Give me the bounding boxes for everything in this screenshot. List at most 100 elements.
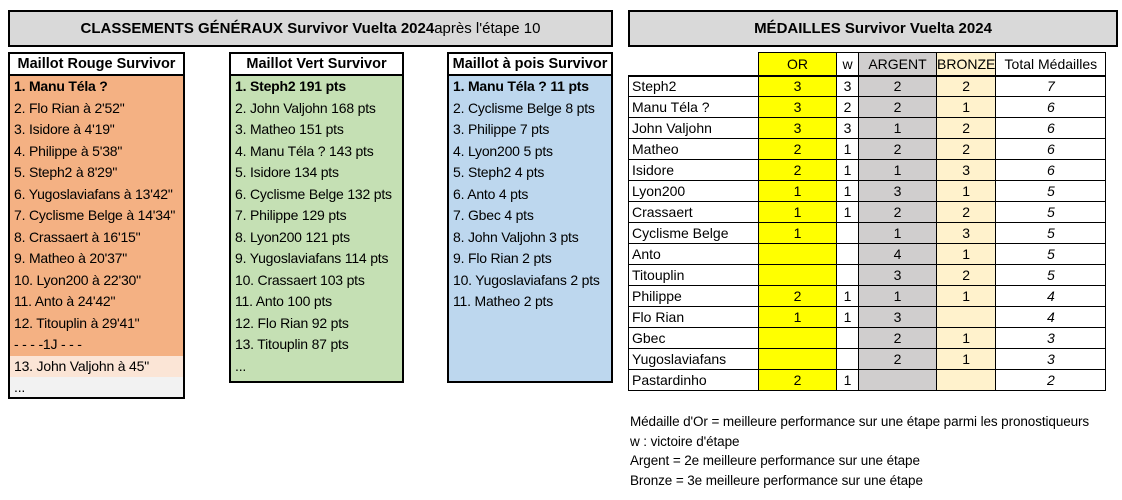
- maillot-vert-column: Maillot Vert Survivor 1. Steph2 191 pts 2…: [229, 52, 404, 383]
- medal-cell-name: Isidore: [628, 159, 759, 181]
- medal-cell-or: 1: [758, 306, 837, 328]
- medal-cell-or: 2: [758, 138, 837, 160]
- medal-cell-w: 1: [836, 306, 859, 328]
- ranking-row: 3. Matheo 151 pts: [235, 121, 344, 137]
- separator-row: - - - -1J - - -: [14, 336, 82, 352]
- medal-cell-name: Matheo: [628, 138, 759, 160]
- medal-cell-w: [836, 222, 859, 244]
- medal-cell-total: 5: [995, 243, 1107, 265]
- ranking-row: 1. Manu Téla ? 11 pts: [453, 78, 589, 94]
- maillot-pois-header: Maillot à pois Survivor: [447, 52, 613, 76]
- medal-cell-w: 1: [836, 180, 859, 202]
- ranking-row: 5. Steph2 à 8'29": [14, 164, 118, 180]
- medal-cell-argent: 2: [858, 348, 937, 370]
- maillot-vert-header: Maillot Vert Survivor: [229, 52, 404, 76]
- medal-cell-or: 1: [758, 180, 837, 202]
- ranking-row: 4. Lyon200 5 pts: [453, 142, 553, 159]
- medal-cell-total: 5: [995, 222, 1107, 244]
- medal-cell-argent: 2: [858, 138, 937, 160]
- ranking-row: 9. Flo Rian 2 pts: [453, 250, 552, 266]
- medal-cell-or: 3: [758, 117, 837, 139]
- maillot-rouge-header: Maillot Rouge Survivor: [8, 52, 185, 76]
- medal-cell-total: 4: [995, 285, 1107, 307]
- medal-cell-or: [758, 327, 837, 349]
- medal-cell-or: 2: [758, 159, 837, 181]
- medals-row: Yugoslaviafans 2 1 3: [628, 348, 1107, 370]
- medal-cell-argent: 2: [858, 96, 937, 118]
- medal-cell-argent: 2: [858, 327, 937, 349]
- medal-cell-name: Titouplin: [628, 264, 759, 286]
- ranking-row: 1. Manu Téla ?: [14, 78, 108, 94]
- medal-cell-name: Crassaert: [628, 201, 759, 223]
- ranking-row: 4. Philippe à 5'38": [14, 142, 123, 159]
- medals-header-bronze: BRONZE: [935, 52, 997, 77]
- medal-cell-argent: [858, 369, 937, 391]
- maillot-rouge-list: 1. Manu Téla ? 2. Flo Rian à 2'52" 3. Isid…: [8, 76, 185, 399]
- medal-cell-bronze: [935, 369, 997, 391]
- medal-cell-bronze: 1: [935, 180, 997, 202]
- ranking-row: 10. Crassaert 103 pts: [235, 271, 365, 288]
- ranking-row: 11. Anto à 24'42": [14, 293, 116, 309]
- ranking-row: 3. Philippe 7 pts: [453, 121, 550, 137]
- ranking-row: 12. Flo Rian 92 pts: [235, 314, 349, 331]
- medailles-title: MÉDAILLES Survivor Vuelta 2024: [628, 10, 1118, 47]
- ranking-row: 13. John Valjohn à 45": [10, 355, 183, 377]
- medals-row: Matheo 2 1 2 2 6: [628, 138, 1107, 160]
- medal-cell-bronze: 2: [935, 75, 997, 97]
- medals-row: Isidore 2 1 1 3 6: [628, 159, 1107, 181]
- medals-header-blank: [628, 52, 759, 77]
- ranking-row: 10. Lyon200 à 22'30": [14, 271, 141, 288]
- ranking-row: ...: [235, 357, 247, 374]
- medal-cell-total: 5: [995, 180, 1107, 202]
- maillot-vert-list: 1. Steph2 191 pts 2. John Valjohn 168 pts…: [229, 76, 404, 383]
- medal-cell-argent: 4: [858, 243, 937, 265]
- medal-cell-argent: 3: [858, 306, 937, 328]
- ranking-row: 13. Titouplin 87 pts: [235, 336, 349, 352]
- ranking-row: 7. Gbec 4 pts: [453, 207, 534, 223]
- medal-cell-name: Steph2: [628, 75, 759, 97]
- medal-cell-name: Pastardinho: [628, 369, 759, 391]
- ranking-row: 11. Matheo 2 pts: [453, 293, 554, 309]
- medals-row: Anto 4 1 5: [628, 243, 1107, 265]
- medal-cell-w: [836, 327, 859, 349]
- medal-cell-total: 6: [995, 96, 1107, 118]
- medal-cell-argent: 1: [858, 285, 937, 307]
- medal-cell-name: Manu Téla ?: [628, 96, 759, 118]
- medal-cell-w: [836, 243, 859, 265]
- medal-cell-or: [758, 243, 837, 265]
- medal-cell-or: 1: [758, 201, 837, 223]
- ranking-row: 9. Matheo à 20'37": [14, 250, 128, 266]
- medal-cell-bronze: 2: [935, 138, 997, 160]
- medal-cell-or: 2: [758, 369, 837, 391]
- medal-cell-total: 3: [995, 348, 1107, 370]
- ranking-row: 1. Steph2 191 pts: [235, 78, 346, 94]
- medals-row: Manu Téla ? 3 2 2 1 6: [628, 96, 1107, 118]
- medal-cell-total: 5: [995, 201, 1107, 223]
- medal-cell-name: Yugoslaviafans: [628, 348, 759, 370]
- medal-cell-bronze: [935, 306, 997, 328]
- medal-cell-bronze: 1: [935, 243, 997, 265]
- medal-cell-total: 2: [995, 369, 1107, 391]
- medal-cell-total: 6: [995, 138, 1107, 160]
- medal-cell-or: [758, 264, 837, 286]
- medal-cell-total: 3: [995, 327, 1107, 349]
- medal-cell-name: Anto: [628, 243, 759, 265]
- medal-cell-bronze: 1: [935, 327, 997, 349]
- medal-cell-total: 5: [995, 264, 1107, 286]
- ranking-row: 6. Anto 4 pts: [453, 185, 529, 202]
- medal-cell-name: Lyon200: [628, 180, 759, 202]
- medals-row: Pastardinho 2 1 2: [628, 369, 1107, 391]
- medal-cell-w: 3: [836, 117, 859, 139]
- medal-cell-total: 6: [995, 159, 1107, 181]
- classements-title-suffix: après l'étape 10: [434, 20, 541, 37]
- medal-cell-argent: 1: [858, 117, 937, 139]
- ranking-row: 6. Cyclisme Belge 132 pts: [235, 185, 392, 202]
- maillot-pois-list: 1. Manu Téla ? 11 pts 2. Cyclisme Belge 8…: [447, 76, 613, 383]
- legend-line: Argent = 2e meilleure performance sur un…: [630, 453, 920, 468]
- medal-cell-bronze: 2: [935, 201, 997, 223]
- medal-cell-or: 3: [758, 96, 837, 118]
- medal-cell-name: Cyclisme Belge: [628, 222, 759, 244]
- medal-cell-argent: 2: [858, 75, 937, 97]
- medals-legend: Médaille d'Or = meilleure performance su…: [630, 412, 1089, 490]
